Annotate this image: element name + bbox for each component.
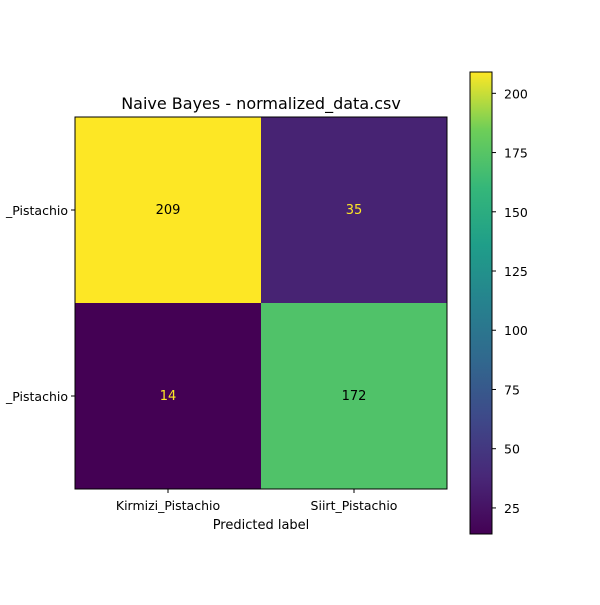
colorbar-tick-label: 75 (504, 382, 520, 397)
colorbar-tick-label: 100 (504, 323, 528, 338)
x-tick-label: Kirmizi_Pistachio (116, 498, 220, 513)
cell-value-label: 209 (156, 203, 181, 218)
colorbar-frame (469, 71, 493, 535)
y-tick-label: _Pistachio (5, 389, 68, 404)
colorbar-tick-label: 150 (504, 205, 528, 220)
colorbar-tick-label: 175 (504, 146, 528, 161)
matrix-cell (75, 303, 261, 489)
plot-frame (74, 116, 448, 490)
x-tick-label: Siirt_Pistachio (311, 498, 398, 513)
x-ticks: Kirmizi_Pistachio Siirt_Pistachio (116, 489, 398, 513)
matrix-cell (75, 117, 261, 303)
colorbar-ticks: 25 50 75 100 125 150 175 200 (492, 86, 528, 516)
cell-value-label: 35 (346, 203, 363, 218)
colorbar-tick-label: 25 (504, 501, 520, 516)
colorbar (470, 72, 492, 534)
colorbar-tick-label: 50 (504, 442, 520, 457)
matrix-cell (261, 303, 447, 489)
matrix-cells: 209 35 14 172 (75, 117, 447, 489)
matrix-cell (261, 117, 447, 303)
colorbar-tick-label: 125 (504, 264, 528, 279)
cell-value-label: 172 (342, 389, 367, 404)
colorbar-tick-label: 200 (504, 86, 528, 101)
cell-value-label: 14 (160, 389, 177, 404)
y-ticks: _Pistachio _Pistachio (5, 203, 75, 404)
x-axis-label: Predicted label (213, 518, 310, 533)
chart-title: Naive Bayes - normalized_data.csv (121, 94, 401, 114)
y-tick-label: _Pistachio (5, 203, 68, 218)
